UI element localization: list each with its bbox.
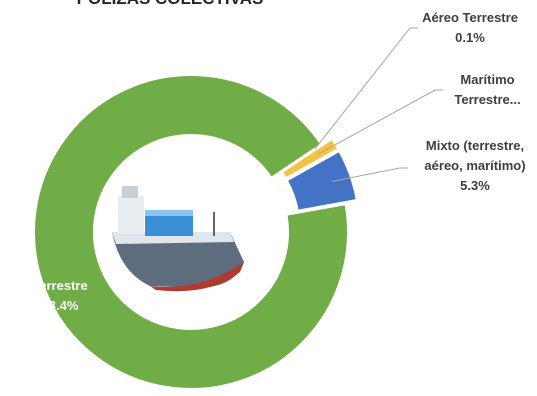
donut-slice <box>280 137 340 180</box>
category-label: Terrestre <box>32 278 88 293</box>
category-label: Marítimo Terrestre... <box>454 72 521 107</box>
value-label: 5.3% <box>460 178 490 193</box>
leader-line <box>314 27 418 150</box>
data-label: Terrestre 93.4% <box>20 276 100 316</box>
ship-icon <box>112 186 244 292</box>
category-label: Aéreo Terrestre <box>422 10 518 25</box>
data-label: Aéreo Terrestre 0.1% <box>410 8 530 48</box>
leader-line <box>331 167 408 183</box>
leader-line <box>317 89 443 155</box>
category-label: Mixto (terrestre, aéreo, marítimo) <box>424 138 526 173</box>
data-label: Mixto (terrestre, aéreo, marítimo) 5.3% <box>410 136 537 196</box>
value-label: 0.1% <box>455 30 485 45</box>
donut-slice <box>33 74 349 390</box>
chart-title: PÓLIZAS COLECTIVAS <box>40 0 300 9</box>
data-label: Marítimo Terrestre... <box>440 70 535 110</box>
value-label: 93.4% <box>41 298 79 313</box>
donut-slice <box>285 149 358 212</box>
